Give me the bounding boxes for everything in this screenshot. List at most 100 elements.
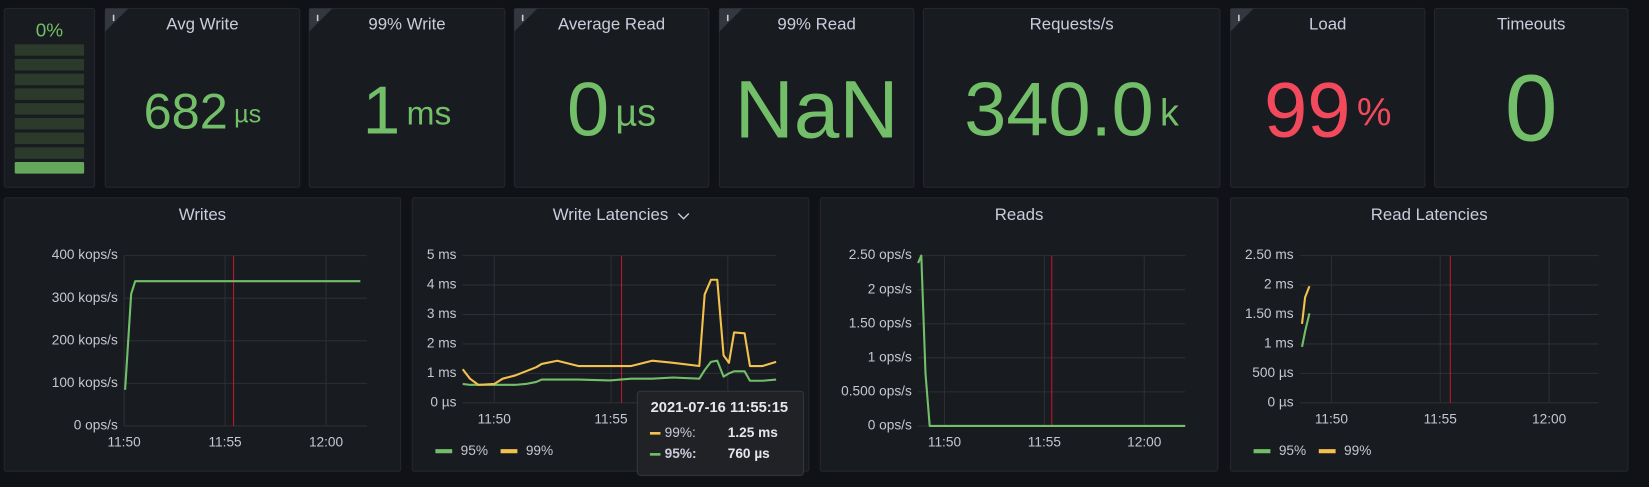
gauge-segment — [14, 103, 85, 115]
y-tick-label: 1.50 ops/s — [849, 315, 912, 330]
y-tick-label: 200 kops/s — [52, 332, 118, 347]
series-line — [1300, 313, 1311, 348]
y-tick-label: 0.500 ops/s — [841, 383, 912, 398]
x-tick-label: 11:50 — [928, 434, 962, 449]
y-tick-label: 2 ms — [1264, 277, 1294, 292]
stat-number: 340.0 — [964, 68, 1153, 153]
x-tick-label: 11:55 — [208, 434, 242, 449]
y-tick-label: 2 ms — [427, 336, 457, 351]
stat-panel[interactable] — [718, 7, 915, 188]
series-line — [1300, 285, 1311, 325]
gauge-segment — [14, 161, 85, 174]
stat-unit: µs — [234, 100, 261, 128]
x-tick-label: 12:00 — [1532, 411, 1567, 426]
gauge-segment — [14, 117, 85, 130]
x-tick-label: 11:55 — [1424, 411, 1458, 426]
stat-title: Timeouts — [1497, 15, 1566, 34]
y-tick-label: 2.50 ops/s — [849, 247, 912, 262]
stat-panel[interactable] — [922, 7, 1221, 188]
stat-panel[interactable] — [1229, 7, 1426, 188]
gauge-segment — [14, 88, 85, 100]
y-tick-label: 1 ms — [1264, 336, 1294, 351]
stat-unit: µs — [615, 93, 656, 135]
x-tick-label: 11:55 — [594, 411, 628, 426]
gauge-segment — [14, 132, 85, 145]
x-tick-label: 12:00 — [309, 434, 344, 449]
x-tick-label: 11:50 — [478, 411, 512, 426]
stat-value: 340.0 k — [964, 68, 1179, 153]
gauge-value: 0% — [36, 21, 64, 42]
tooltip: 2021-07-16 11:55:15 99%: 1.25 ms 95%: 760 µ… — [636, 390, 804, 476]
x-tick-label: 11:55 — [1028, 434, 1062, 449]
stat-value: 0 — [1505, 56, 1558, 162]
stat-number: NaN — [735, 64, 899, 155]
gauge-bar — [14, 44, 85, 174]
y-tick-label: 0 ops/s — [74, 418, 118, 433]
stat-title: Avg Write — [166, 15, 238, 34]
y-tick-label: 3 ms — [427, 306, 457, 321]
y-tick-label: 0 ops/s — [868, 418, 912, 433]
x-tick-label: 12:00 — [1127, 434, 1162, 449]
y-tick-label: 400 kops/s — [52, 247, 118, 262]
stat-title: 99% Write — [368, 15, 445, 34]
chart-title: Write Latencies — [553, 205, 669, 224]
y-tick-label: 100 kops/s — [52, 375, 118, 390]
y-tick-label: 0 µs — [430, 394, 456, 409]
stat-unit: k — [1160, 93, 1179, 135]
tooltip-series: 99%: — [665, 425, 696, 440]
y-tick-label: 300 kops/s — [52, 290, 118, 305]
info-corner — [719, 8, 743, 32]
y-tick-label: 0 µs — [1267, 394, 1293, 409]
stat-panel[interactable] — [104, 7, 301, 188]
stat-number: 0 — [567, 68, 609, 153]
tooltip-value: 760 µs — [728, 446, 770, 461]
legend-label[interactable]: 95% — [461, 443, 488, 458]
info-corner — [514, 8, 538, 32]
info-corner — [105, 8, 129, 32]
tooltip-series: 95%: — [665, 446, 697, 461]
y-tick-label: 2.50 ms — [1245, 247, 1294, 262]
series-line — [917, 254, 1186, 428]
chart-title: Reads — [995, 205, 1044, 224]
stat-value: 99% — [1264, 67, 1391, 153]
x-tick-label: 11:50 — [108, 434, 142, 449]
y-tick-label: 1 ms — [427, 365, 457, 380]
stat-panel[interactable] — [513, 7, 710, 188]
menu-chevron[interactable] — [677, 213, 690, 220]
legend-label[interactable]: 99% — [526, 443, 553, 458]
stat-number: 99 — [1264, 67, 1351, 153]
stat-title: 99% Read — [777, 15, 856, 34]
legend-label[interactable]: 99% — [1344, 443, 1371, 458]
info-corner — [309, 8, 333, 32]
stat-number: 0 — [1505, 56, 1558, 162]
stat-panel[interactable] — [1433, 7, 1629, 188]
stat-title: Requests/s — [1030, 15, 1114, 34]
gauge-segment — [14, 73, 85, 86]
stat-title: Average Read — [558, 15, 665, 34]
x-tick-label: 11:50 — [1315, 411, 1349, 426]
series-line — [461, 278, 777, 386]
tooltip-box — [636, 390, 804, 476]
chart-panel[interactable] — [1229, 197, 1629, 472]
stat-unit: % — [1357, 92, 1392, 135]
stat-unit: ms — [406, 96, 451, 133]
gauge-segment — [14, 147, 85, 159]
legend-label[interactable]: 95% — [1279, 443, 1306, 458]
chart-panel[interactable] — [3, 197, 402, 472]
stat-number: 682 — [144, 83, 228, 140]
stat-value: 0 µs — [567, 68, 656, 153]
stat-value: 682 µs — [144, 83, 262, 140]
y-tick-label: 4 ms — [427, 277, 457, 292]
stat-panel[interactable] — [308, 7, 506, 188]
series-line — [462, 359, 777, 386]
chart-panel[interactable] — [819, 197, 1219, 472]
gauge-segment — [14, 44, 85, 56]
gauge-segment — [14, 58, 85, 71]
stat-value: 1 ms — [363, 74, 452, 149]
y-tick-label: 2 ops/s — [868, 281, 912, 296]
y-tick-label: 1 ops/s — [868, 349, 912, 364]
stat-title: Load — [1309, 15, 1346, 34]
